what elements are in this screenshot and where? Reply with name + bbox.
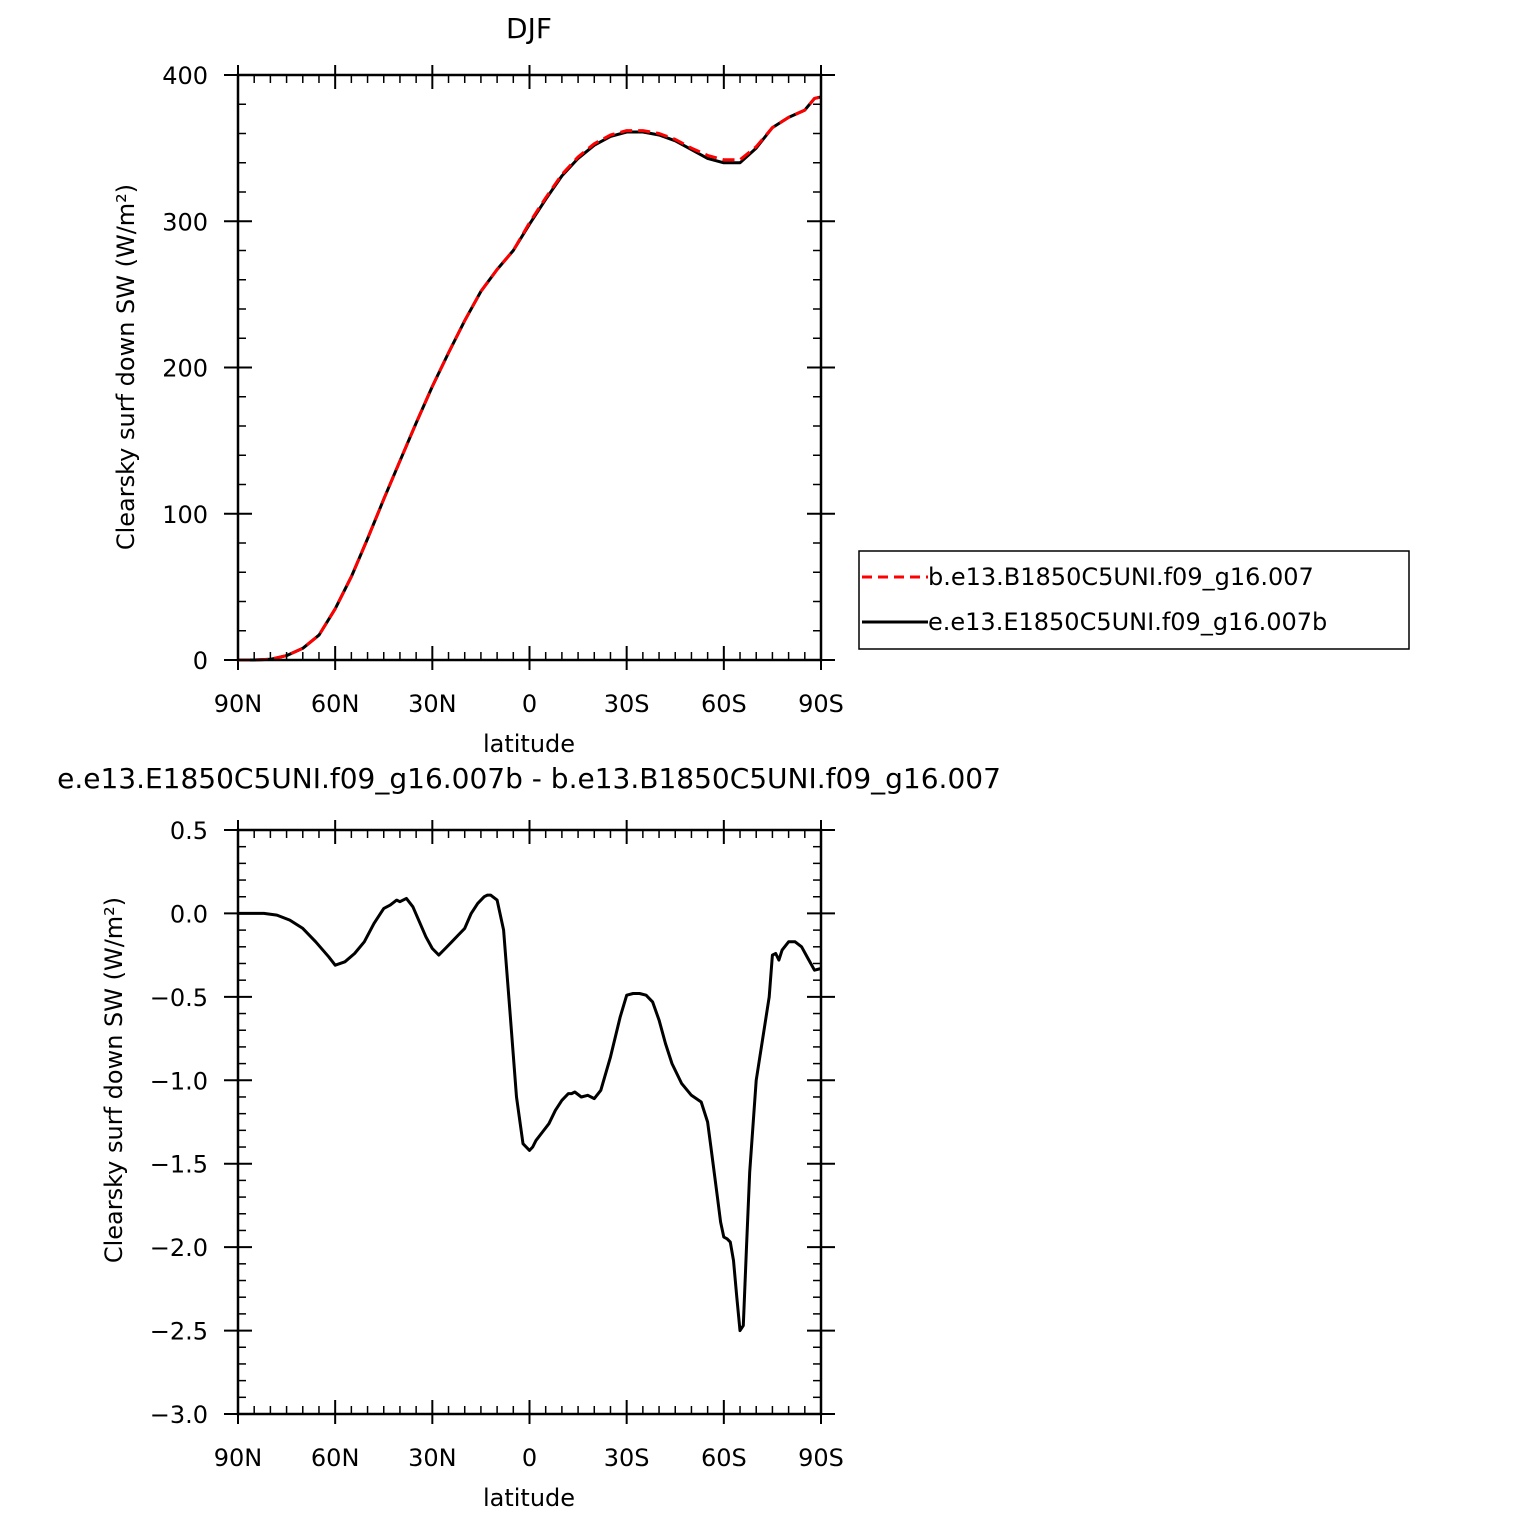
y-tick-label: 0.5 [170, 817, 208, 845]
x-tick-label: 30S [604, 1444, 650, 1472]
x-tick-label: 0 [522, 1444, 537, 1472]
y-tick-label: −2.0 [150, 1234, 208, 1262]
x-tick-label: 0 [522, 690, 537, 718]
legend-label-series-1: b.e13.B1850C5UNI.f09_g16.007 [928, 563, 1314, 591]
x-tick-label: 30N [408, 690, 457, 718]
plot-frame [236, 73, 823, 662]
axis-ticks: 90N 60N 30N 0 30S 60S 90S 0.5 0.0 −0.5 −1.0 −1.5 −2.… [150, 817, 844, 1472]
y-tick-label: −1.5 [150, 1151, 208, 1179]
y-tick-label: 400 [162, 62, 208, 90]
x-tick-label: 60N [311, 1444, 360, 1472]
series-group [238, 893, 822, 1333]
y-tick-label: 0.0 [170, 900, 208, 928]
x-tick-label: 60S [701, 690, 747, 718]
y-axis-label: Clearsky surf down SW (W/m²) [100, 897, 128, 1263]
y-axis-label: Clearsky surf down SW (W/m²) [112, 184, 140, 550]
axis-ticks: 90N 60N 30N 0 30S 60S 90S 0 100 200 300 400 [162, 62, 844, 718]
x-tick-label: 30N [408, 1444, 457, 1472]
series-line-1 [238, 95, 822, 662]
top-panel: DJF Clearsky surf down SW (W/m²) latitud… [112, 12, 844, 758]
legend-box [858, 550, 1410, 650]
plot-frame [236, 828, 823, 1416]
x-tick-label: 60N [311, 690, 360, 718]
y-tick-label: 200 [162, 355, 208, 383]
legend: b.e13.B1850C5UNI.f09_g16.007 e.e13.E1850… [858, 550, 1410, 650]
x-tick-label: 90S [798, 1444, 844, 1472]
chart-title: e.e13.E1850C5UNI.f09_g16.007b - b.e13.B1… [57, 762, 1001, 795]
series-line-1 [238, 893, 822, 1333]
series-group [238, 95, 822, 662]
y-tick-label: 300 [162, 208, 208, 236]
y-tick-label: −1.0 [150, 1067, 208, 1095]
x-tick-label: 90S [798, 690, 844, 718]
series-line-2 [238, 95, 822, 662]
y-tick-label: 100 [162, 501, 208, 529]
legend-label-series-2: e.e13.E1850C5UNI.f09_g16.007b [928, 608, 1327, 636]
x-tick-label: 30S [604, 690, 650, 718]
y-tick-label: −2.5 [150, 1318, 208, 1346]
y-tick-label: −3.0 [150, 1401, 208, 1429]
x-axis-label: latitude [483, 1484, 575, 1512]
x-tick-label: 90N [214, 690, 263, 718]
bottom-panel: e.e13.E1850C5UNI.f09_g16.007b - b.e13.B1… [57, 762, 1001, 1512]
chart-title: DJF [506, 12, 552, 45]
y-tick-label: 0 [193, 647, 208, 675]
x-tick-label: 90N [214, 1444, 263, 1472]
x-tick-label: 60S [701, 1444, 747, 1472]
x-axis-label: latitude [483, 730, 575, 758]
y-tick-label: −0.5 [150, 984, 208, 1012]
